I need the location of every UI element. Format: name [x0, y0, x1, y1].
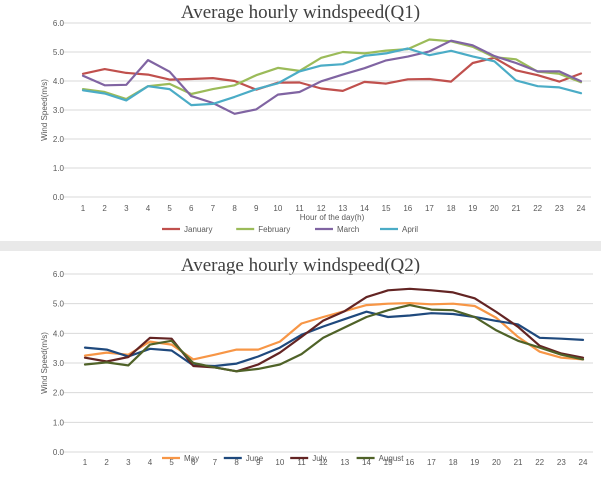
- x-tick-label: 24: [579, 458, 588, 467]
- series-line-april: [81, 47, 583, 107]
- chart-title: Average hourly windspeed(Q2): [180, 255, 421, 276]
- x-tick-label: 14: [360, 204, 369, 213]
- legend-label: January: [184, 225, 212, 234]
- x-tick-label: 7: [211, 204, 216, 213]
- x-tick-label: 14: [362, 458, 371, 467]
- y-tick-label: 1.0: [53, 418, 65, 427]
- legend-label: July: [312, 454, 326, 463]
- y-tick-label: 6.0: [53, 270, 65, 279]
- series-line-august: [83, 303, 585, 373]
- x-tick-label: 3: [124, 204, 129, 213]
- x-tick-label: 17: [427, 458, 436, 467]
- y-tick-label: 2.0: [53, 135, 65, 144]
- x-tick-label: 4: [148, 458, 153, 467]
- y-axis-label: Wind Speed(m/s): [40, 79, 49, 141]
- series-line-june: [83, 310, 585, 368]
- series-line-march: [81, 39, 583, 115]
- x-tick-label: 6: [189, 204, 194, 213]
- legend-label: August: [379, 454, 405, 463]
- x-tick-label: 2: [102, 204, 107, 213]
- x-axis-label: Hour of the day(h): [300, 213, 365, 222]
- x-tick-label: 5: [167, 204, 172, 213]
- y-tick-label: 0.0: [53, 448, 65, 457]
- x-tick-label: 19: [470, 458, 479, 467]
- series-line-january: [81, 56, 583, 93]
- x-tick-label: 12: [319, 458, 328, 467]
- x-tick-label: 8: [232, 204, 237, 213]
- y-tick-label: 4.0: [53, 329, 65, 338]
- x-tick-label: 4: [146, 204, 151, 213]
- chart-svg: 0.01.02.03.04.05.06.01 2 3 4 5 6 7 8 9 10 11 12 13 14…: [40, 270, 593, 467]
- y-tick-label: 1.0: [53, 164, 65, 173]
- x-tick-label: 10: [273, 204, 282, 213]
- x-tick-label: 18: [447, 204, 456, 213]
- x-tick-label: 6: [191, 458, 196, 467]
- legend-label: February: [258, 225, 290, 234]
- x-tick-label: 16: [405, 458, 414, 467]
- x-tick-label: 2: [104, 458, 109, 467]
- x-tick-label: 11: [295, 204, 304, 213]
- x-tick-label: 22: [533, 204, 542, 213]
- x-tick-label: 18: [449, 458, 458, 467]
- y-tick-label: 5.0: [53, 48, 65, 57]
- x-tick-label: 1: [83, 458, 88, 467]
- legend-label: May: [184, 454, 199, 463]
- x-tick-label: 23: [557, 458, 566, 467]
- x-tick-label: 15: [382, 204, 391, 213]
- y-axis-label: Wind Speed(m/s): [40, 332, 49, 394]
- legend-label: March: [337, 225, 359, 234]
- x-tick-label: 7: [213, 458, 218, 467]
- x-tick-label: 21: [514, 458, 523, 467]
- chart-svg: 0.01.02.03.04.05.06.01 2 3 4 5 6 7 8 9 10 11 12 13 14…: [40, 19, 591, 234]
- x-tick-label: 17: [425, 204, 434, 213]
- x-tick-label: 16: [403, 204, 412, 213]
- series-line-may: [83, 301, 585, 361]
- x-tick-label: 15: [384, 458, 393, 467]
- legend-label: April: [402, 225, 418, 234]
- x-tick-label: 3: [126, 458, 131, 467]
- y-tick-label: 3.0: [53, 106, 65, 115]
- x-tick-label: 1: [81, 204, 86, 213]
- series-line-july: [83, 287, 585, 373]
- x-tick-label: 13: [338, 204, 347, 213]
- x-tick-label: 24: [577, 204, 586, 213]
- y-tick-label: 0.0: [53, 193, 65, 202]
- x-tick-label: 9: [256, 458, 261, 467]
- y-tick-label: 5.0: [53, 300, 65, 309]
- panel-divider: [0, 241, 601, 251]
- x-tick-label: 21: [512, 204, 521, 213]
- x-tick-label: 9: [254, 204, 259, 213]
- x-tick-label: 10: [275, 458, 284, 467]
- x-tick-label: 22: [535, 458, 544, 467]
- x-tick-label: 23: [555, 204, 564, 213]
- x-tick-label: 13: [340, 458, 349, 467]
- x-tick-label: 8: [234, 458, 239, 467]
- x-tick-label: 5: [169, 458, 174, 467]
- x-tick-label: 20: [492, 458, 501, 467]
- x-tick-label: 19: [468, 204, 477, 213]
- x-tick-label: 12: [317, 204, 326, 213]
- legend-label: June: [246, 454, 264, 463]
- chart-panel-q2: Average hourly windspeed(Q2) 0.0 1.0 2.0 3.…: [0, 251, 601, 496]
- y-tick-label: 4.0: [53, 77, 65, 86]
- y-tick-label: 2.0: [53, 389, 65, 398]
- x-tick-label: 11: [297, 458, 306, 467]
- y-tick-label: 3.0: [53, 359, 65, 368]
- chart-panel-q1: Average hourly windspeed(Q1) 0.0 1.0 2.0 3.…: [0, 0, 601, 241]
- y-tick-label: 6.0: [53, 19, 65, 28]
- chart-title: Average hourly windspeed(Q1): [180, 2, 421, 23]
- x-tick-label: 20: [490, 204, 499, 213]
